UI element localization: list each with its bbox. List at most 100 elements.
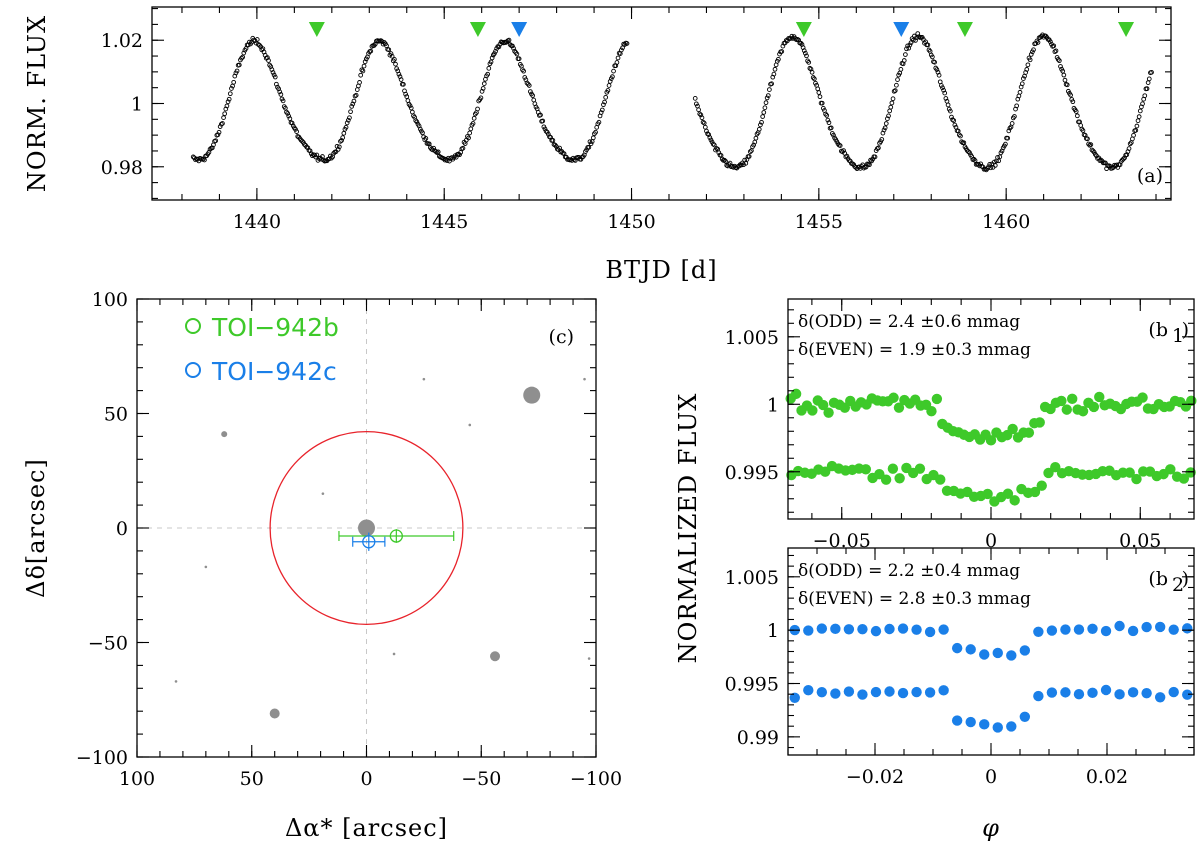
panel-b1-subscript: 1 bbox=[1172, 325, 1184, 347]
flux-point bbox=[599, 107, 605, 113]
flux-point bbox=[1070, 99, 1076, 105]
transit-marker-b bbox=[308, 22, 325, 37]
series-odd bbox=[785, 388, 1197, 446]
flux-point bbox=[886, 113, 891, 119]
flux-point bbox=[215, 132, 221, 138]
flux-point bbox=[763, 100, 769, 106]
flux-point bbox=[1134, 123, 1140, 129]
flux-point bbox=[610, 74, 615, 80]
c-x-axis-label: Δα* [arcsec] bbox=[285, 814, 448, 842]
flux-point bbox=[254, 37, 260, 42]
flux-point bbox=[943, 96, 949, 101]
flux-point bbox=[956, 132, 962, 138]
c-x-tick-label: 50 bbox=[240, 768, 264, 790]
flux-point bbox=[1146, 76, 1152, 82]
c-y-tick-label: −50 bbox=[88, 633, 128, 655]
flux-point bbox=[1136, 114, 1142, 120]
phase-point-odd bbox=[1141, 621, 1152, 633]
flux-point bbox=[769, 81, 774, 87]
flux-point bbox=[872, 154, 878, 160]
flux-point bbox=[826, 120, 832, 126]
b-y-axis-label: NORMALIZED FLUX bbox=[674, 393, 702, 664]
flux-point bbox=[433, 149, 439, 155]
series-odd bbox=[789, 620, 1193, 661]
flux-point bbox=[1068, 92, 1073, 98]
flux-point bbox=[358, 72, 364, 78]
flux-point bbox=[1048, 39, 1053, 45]
phase-point-even bbox=[830, 688, 841, 699]
field-star bbox=[587, 657, 591, 660]
phase-point-odd bbox=[938, 624, 949, 635]
flux-point bbox=[819, 100, 825, 106]
flux-point bbox=[447, 158, 452, 164]
flux-point bbox=[496, 44, 502, 50]
flux-point bbox=[867, 162, 872, 168]
flux-point bbox=[602, 99, 607, 105]
c-x-tick-label: 100 bbox=[119, 768, 155, 790]
phase-point-odd bbox=[1182, 623, 1193, 634]
flux-point bbox=[932, 59, 937, 65]
lightcurve-segment bbox=[692, 31, 1154, 173]
flux-point bbox=[272, 74, 278, 80]
flux-point bbox=[588, 141, 594, 147]
flux-point bbox=[314, 152, 320, 158]
flux-point bbox=[907, 42, 913, 48]
flux-point bbox=[913, 38, 918, 43]
flux-point bbox=[217, 124, 223, 129]
series-even bbox=[786, 460, 1196, 507]
flux-point bbox=[339, 138, 344, 143]
flux-point bbox=[1017, 89, 1023, 95]
phase-point-odd bbox=[951, 642, 963, 654]
phase-point-even bbox=[860, 464, 872, 475]
phase-point-odd bbox=[1154, 621, 1166, 633]
phase-point-odd bbox=[884, 623, 895, 635]
flux-point bbox=[693, 101, 699, 107]
a-x-tick-label: 1460 bbox=[982, 211, 1030, 233]
phase-point-even bbox=[789, 692, 800, 703]
phase-point-odd bbox=[1127, 625, 1139, 637]
flux-point bbox=[603, 94, 609, 100]
odd-depth-label: δ(ODD) = 2.4 ±0.6 mmag bbox=[798, 312, 1020, 332]
flux-point bbox=[593, 129, 598, 135]
flux-point bbox=[861, 165, 867, 171]
flux-point bbox=[751, 142, 757, 148]
flux-point bbox=[401, 82, 406, 87]
flux-point bbox=[586, 144, 592, 150]
flux-point bbox=[357, 80, 362, 85]
flux-point bbox=[890, 96, 896, 102]
phase-point-even bbox=[816, 686, 828, 698]
flux-point bbox=[398, 77, 404, 82]
field-star bbox=[204, 565, 208, 569]
c-y-axis-label: Δδ[arcsec] bbox=[22, 458, 50, 598]
flux-point bbox=[394, 66, 399, 71]
flux-point bbox=[837, 143, 843, 148]
c-y-tick-label: −100 bbox=[76, 747, 128, 769]
flux-point bbox=[936, 72, 942, 78]
phase-point-even bbox=[1033, 690, 1044, 702]
flux-point bbox=[1064, 82, 1070, 88]
flux-point bbox=[910, 37, 916, 43]
phase-point-odd bbox=[817, 399, 829, 411]
flux-point bbox=[1137, 108, 1143, 114]
panel-b2-label: (b bbox=[1148, 568, 1168, 590]
flux-point bbox=[971, 156, 977, 162]
flux-point bbox=[614, 60, 620, 65]
c-x-tick-label: 0 bbox=[360, 768, 372, 790]
field-star bbox=[490, 651, 501, 662]
flux-point bbox=[876, 145, 881, 151]
field-star bbox=[174, 680, 178, 683]
phase-point-odd bbox=[870, 625, 882, 637]
flux-point bbox=[404, 94, 410, 99]
flux-point bbox=[710, 141, 716, 147]
flux-point bbox=[340, 135, 346, 140]
flux-point bbox=[779, 49, 785, 54]
flux-point bbox=[516, 56, 522, 62]
phase-point-even bbox=[894, 473, 905, 484]
phase-point-odd bbox=[823, 407, 834, 418]
flux-point bbox=[701, 120, 707, 126]
flux-point bbox=[776, 56, 781, 62]
flux-point bbox=[707, 135, 713, 140]
phase-point-odd bbox=[911, 624, 922, 635]
flux-point bbox=[903, 52, 908, 57]
